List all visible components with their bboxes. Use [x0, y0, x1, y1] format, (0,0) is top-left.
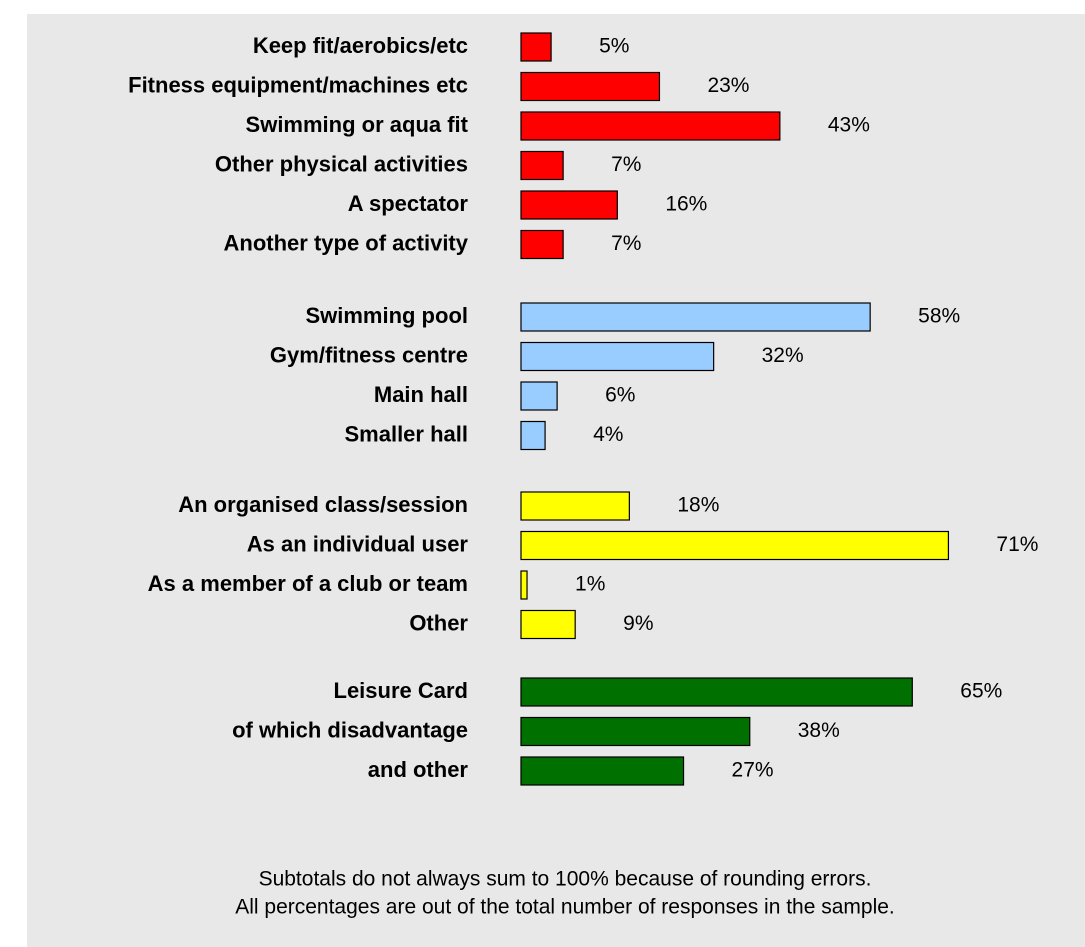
value-label: 71% [996, 533, 1038, 556]
footnote: Subtotals do not always sum to 100% beca… [259, 868, 872, 891]
value-label: 16% [665, 193, 707, 216]
bar [520, 381, 558, 411]
value-label: 5% [599, 35, 629, 58]
bar [520, 756, 685, 786]
bar [520, 420, 546, 451]
bar [520, 491, 630, 521]
footnote: All percentages are out of the total num… [235, 896, 895, 919]
value-label: 23% [707, 74, 749, 97]
value-label: 18% [677, 494, 719, 517]
bar [520, 677, 913, 707]
category-label: and other [368, 757, 469, 782]
bar [520, 111, 781, 141]
value-label: 7% [611, 153, 641, 176]
value-label: 27% [732, 759, 774, 782]
value-label: 9% [623, 612, 653, 635]
category-label: A spectator [348, 191, 469, 216]
bar [520, 71, 661, 102]
category-label: Another type of activity [224, 230, 469, 255]
category-label: As an individual user [247, 531, 469, 556]
category-label: Leisure Card [334, 678, 469, 703]
bar [520, 341, 715, 372]
category-label: Smaller hall [344, 421, 468, 446]
bar [520, 150, 564, 181]
value-label: 7% [611, 232, 641, 255]
bar [520, 229, 564, 260]
value-label: 32% [762, 344, 804, 367]
category-label: Fitness equipment/machines etc [128, 72, 468, 97]
value-label: 38% [798, 719, 840, 742]
value-label: 58% [918, 305, 960, 328]
category-label: of which disadvantage [232, 717, 468, 742]
value-label: 6% [605, 384, 635, 407]
bar [520, 570, 528, 600]
category-label: An organised class/session [178, 492, 468, 517]
bar [520, 190, 618, 220]
value-label: 1% [575, 573, 605, 596]
category-label: As a member of a club or team [148, 571, 468, 596]
category-label: Main hall [374, 382, 468, 407]
category-label: Gym/fitness centre [270, 342, 468, 367]
bar [520, 32, 552, 62]
category-label: Other [409, 610, 468, 635]
category-label: Swimming pool [305, 303, 468, 328]
category-label: Keep fit/aerobics/etc [253, 33, 468, 58]
bar [520, 609, 576, 640]
category-label: Other physical activities [215, 151, 468, 176]
value-label: 43% [828, 114, 870, 137]
value-label: 65% [960, 680, 1002, 703]
category-label: Swimming or aqua fit [246, 112, 469, 137]
value-label: 4% [593, 423, 623, 446]
bar [520, 302, 871, 332]
bar [520, 530, 950, 561]
bar [520, 716, 751, 747]
